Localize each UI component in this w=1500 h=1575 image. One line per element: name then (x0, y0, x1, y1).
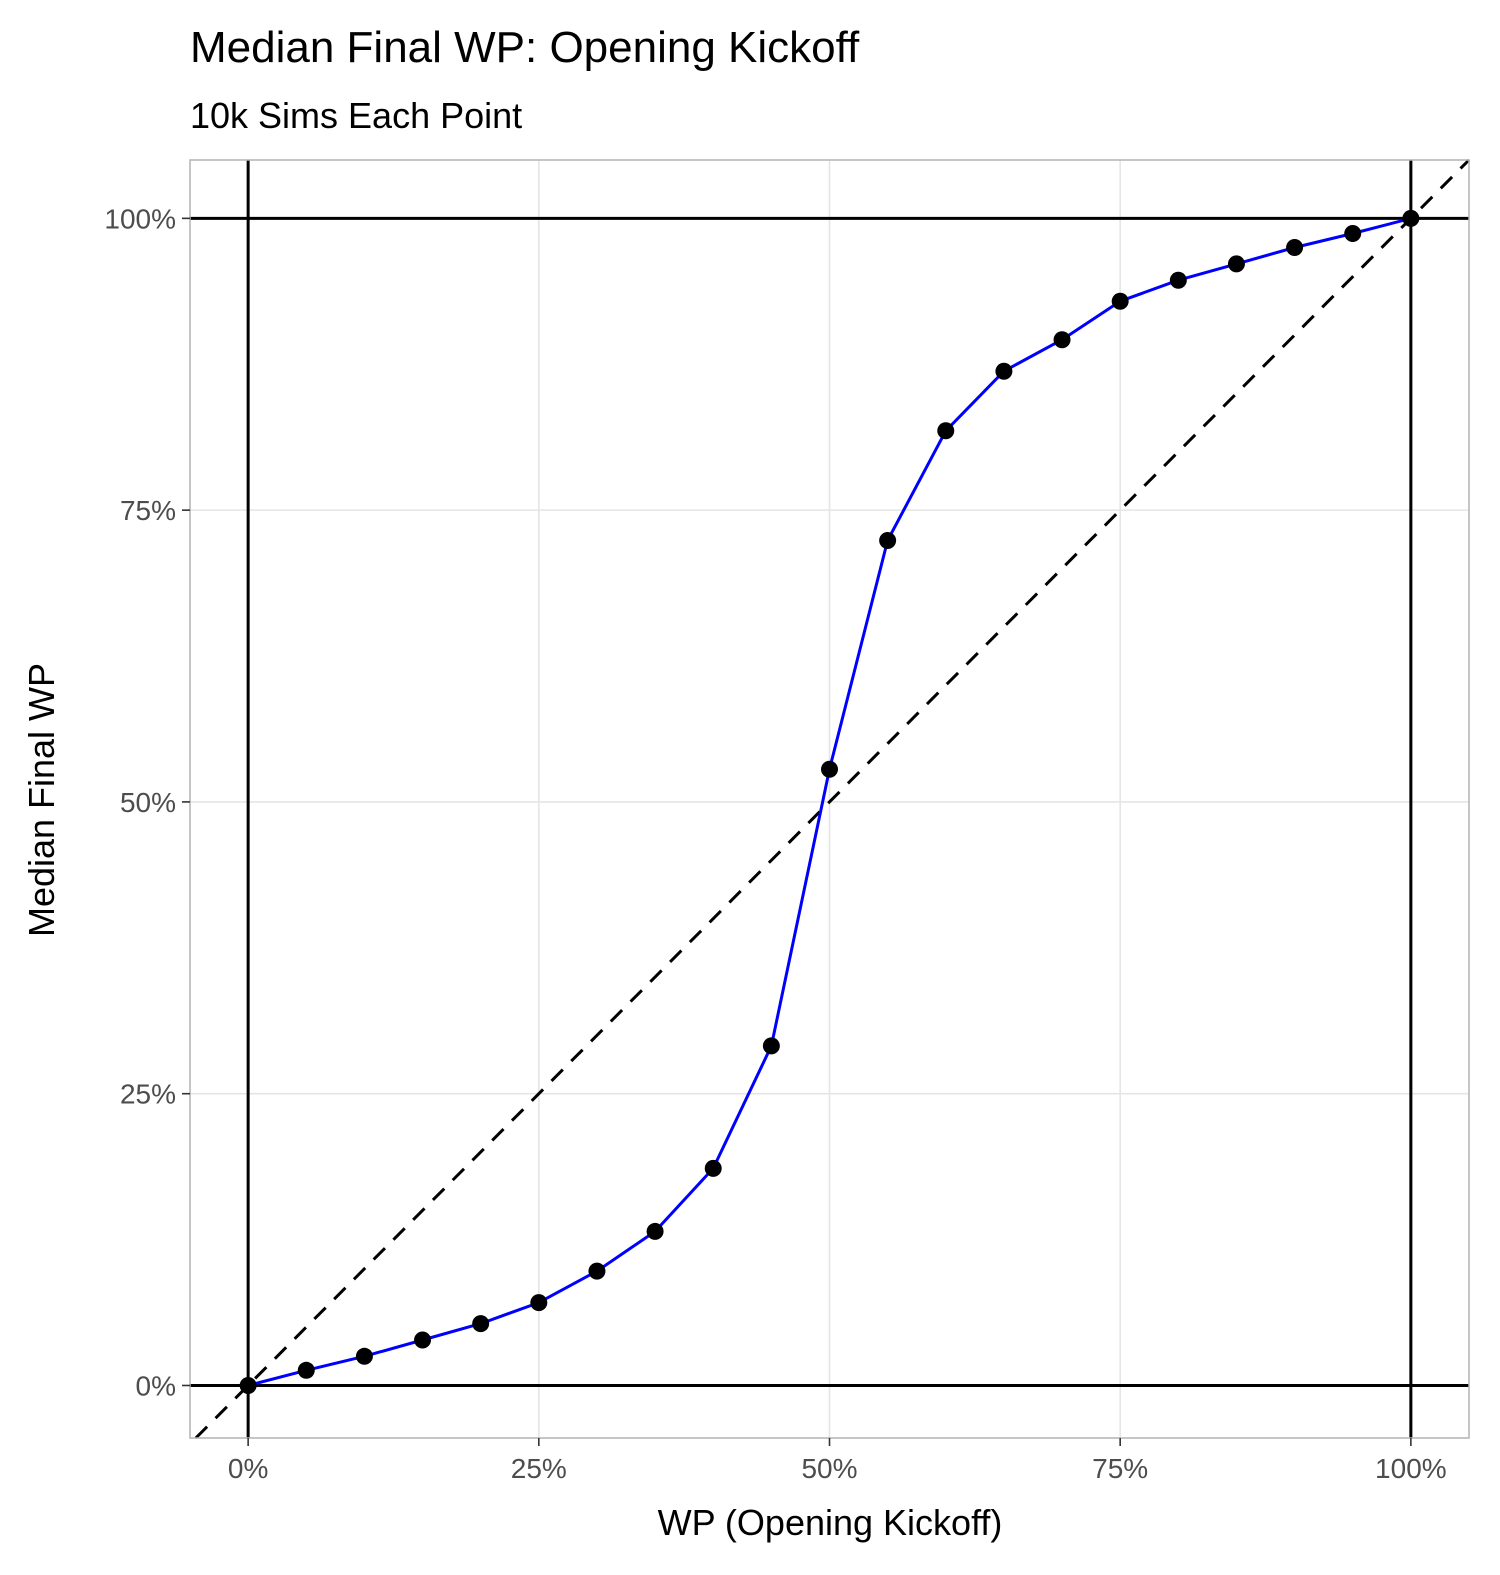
y-tick-label: 75% (120, 495, 176, 526)
data-series (239, 209, 1420, 1394)
data-point (472, 1315, 490, 1333)
diagonal-reference-line (194, 158, 1471, 1440)
data-point (879, 531, 897, 549)
data-point (646, 1222, 664, 1240)
x-tick-label: 50% (801, 1453, 857, 1484)
data-point (704, 1159, 722, 1177)
data-point (995, 362, 1013, 380)
data-point (1344, 225, 1362, 243)
data-point (1227, 255, 1245, 273)
gridlines (190, 160, 1469, 1438)
y-tick-label: 25% (120, 1079, 176, 1110)
x-tick-label: 75% (1092, 1453, 1148, 1484)
data-point (821, 760, 838, 778)
data-point (762, 1037, 780, 1055)
chart-subtitle: 10k Sims Each Point (190, 95, 522, 136)
reference-lines (190, 158, 1471, 1440)
x-tick-label: 25% (511, 1453, 567, 1484)
data-point (239, 1376, 257, 1394)
y-tick-label: 100% (104, 203, 176, 234)
data-point (414, 1331, 432, 1349)
data-point (1053, 331, 1071, 349)
data-point (937, 422, 955, 440)
y-tick-label: 0% (136, 1370, 176, 1401)
y-axis-ticks: 0% 25% 50% 75% 100% (104, 203, 190, 1401)
data-point (1169, 271, 1187, 289)
data-point (1286, 239, 1304, 257)
x-axis-title: WP (Opening Kickoff) (658, 1502, 1003, 1543)
data-point (355, 1347, 373, 1365)
x-tick-label: 0% (228, 1453, 268, 1484)
y-tick-label: 50% (120, 787, 176, 818)
data-point (588, 1262, 606, 1280)
y-axis-title: Median Final WP (21, 663, 62, 937)
data-point (1402, 209, 1420, 227)
data-point (1111, 292, 1129, 310)
data-point (530, 1294, 548, 1312)
data-point (297, 1361, 315, 1379)
chart-title: Median Final WP: Opening Kickoff (190, 23, 860, 72)
x-tick-label: 100% (1375, 1453, 1447, 1484)
x-axis-ticks: 0% 25% 50% 75% 100% (228, 1438, 1447, 1484)
